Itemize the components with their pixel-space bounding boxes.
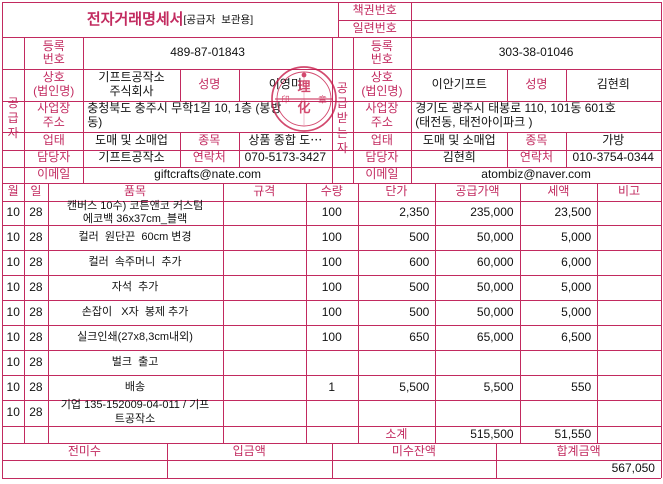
svg-text:理: 理 <box>297 79 310 94</box>
svg-text:化: 化 <box>297 100 310 115</box>
svg-text:印: 印 <box>281 95 290 105</box>
svg-text:章: 章 <box>318 95 327 105</box>
